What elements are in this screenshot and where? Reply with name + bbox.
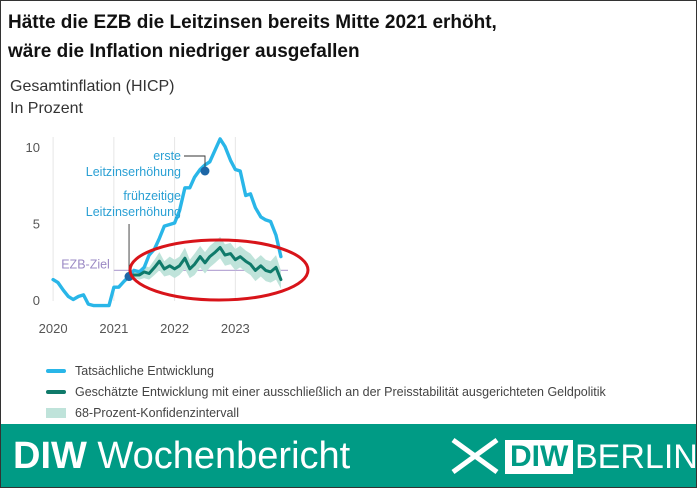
y-tick-label-0: 0	[33, 293, 40, 308]
x-tick-label-2020: 2020	[39, 321, 68, 336]
legend-swatch-actual	[46, 368, 66, 373]
target-label: EZB-Ziel	[61, 257, 110, 271]
legend-label-confidence: 68-Prozent-Konfidenzintervall	[75, 405, 239, 420]
legend-item-confidence: 68-Prozent-Konfidenzintervall	[46, 402, 606, 423]
y-tick-label-5: 5	[33, 217, 40, 232]
annotation-fruehzeitige-text: frühzeitige Leitzinserhöhung	[86, 189, 181, 219]
series-line-actual	[51, 137, 283, 308]
publication-title-bold: DIW	[13, 435, 87, 477]
headline-line-1: Hätte die EZB die Leitzinsen bereits Mit…	[8, 12, 497, 33]
legend-swatch-confidence	[46, 407, 66, 418]
x-tick-label-2023: 2023	[221, 321, 250, 336]
headline-line-2: wäre die Inflation niedriger ausgefallen	[8, 41, 360, 62]
legend-swatch-estimated	[46, 389, 66, 394]
series-line-estimated	[127, 246, 283, 282]
marker-erste-erhoehung	[200, 166, 210, 176]
publication-title: DIW Wochenbericht	[13, 434, 350, 478]
leader-line-erste	[184, 155, 206, 168]
legend-item-estimated: Geschätzte Entwicklung mit einer ausschl…	[46, 381, 606, 402]
chart-title: Gesamtinflation (HICP)	[10, 78, 175, 95]
chart-legend: Tatsächliche Entwicklung Geschätzte Entw…	[46, 360, 606, 423]
legend-label-actual: Tatsächliche Entwicklung	[75, 363, 214, 378]
x-tick-label-2022: 2022	[160, 321, 189, 336]
annotation-fruehzeitige-line-0: frühzeitige	[123, 189, 181, 203]
y-tick-label-10: 10	[26, 140, 40, 155]
annotation-fruehzeitige-line-1: Leitzinserhöhung	[86, 205, 181, 219]
legend-label-estimated: Geschätzte Entwicklung mit einer ausschl…	[75, 384, 606, 399]
headline: Hätte die EZB die Leitzinsen bereits Mit…	[8, 8, 688, 66]
legend-item-actual: Tatsächliche Entwicklung	[46, 360, 606, 381]
x-tick-label-2021: 2021	[99, 321, 128, 336]
highlight-ellipse	[128, 238, 310, 302]
chart-subtitle: Gesamtinflation (HICP) In Prozent	[10, 76, 175, 120]
logo-brand-text: DIW	[505, 440, 574, 474]
diw-logo-mark-icon	[451, 437, 499, 475]
annotation-erste-line-1: Leitzinserhöhung	[86, 165, 181, 179]
footer-banner: DIW Wochenbericht DIW BERLIN	[1, 424, 697, 487]
annotation-erste-line-0: erste	[153, 149, 181, 163]
inflation-chart: EZB-Ziel frühzeitige Leitzinserhöhungerst…	[26, 137, 310, 336]
publication-title-rest: Wochenbericht	[86, 435, 351, 477]
logo-city-text: BERLIN	[575, 438, 697, 476]
chart-unit: In Prozent	[10, 100, 83, 117]
annotation-erste-text: erste Leitzinserhöhung	[86, 149, 181, 179]
